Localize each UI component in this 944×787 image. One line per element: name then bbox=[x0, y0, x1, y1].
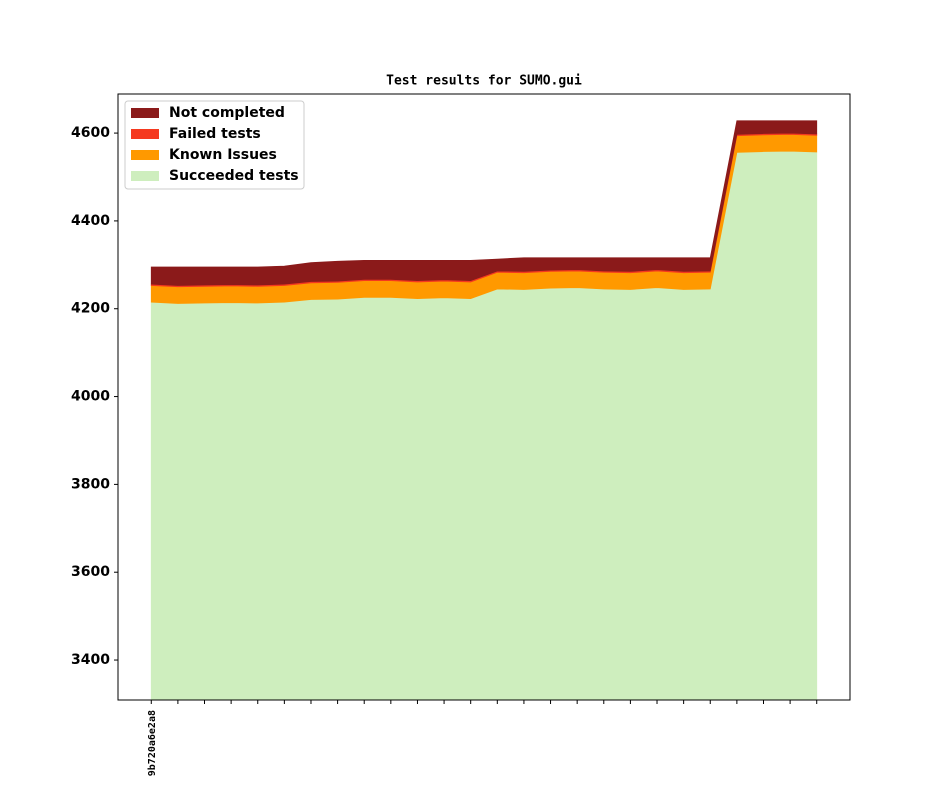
y-tick-label: 3800 bbox=[71, 476, 110, 492]
legend-frame bbox=[124, 100, 305, 190]
legend-label: Succeeded tests bbox=[169, 168, 299, 184]
y-tick-label: 4200 bbox=[71, 301, 110, 317]
legend-label: Not completed bbox=[169, 105, 285, 121]
legend-swatch bbox=[131, 129, 159, 139]
legend-swatch bbox=[131, 171, 159, 181]
legend-label: Known Issues bbox=[169, 147, 277, 163]
y-tick-label: 3600 bbox=[71, 564, 110, 580]
y-tick-label: 4600 bbox=[71, 125, 110, 141]
y-tick-label: 4400 bbox=[71, 213, 110, 229]
y-tick-label: 4000 bbox=[71, 389, 110, 405]
legend-label: Failed tests bbox=[169, 126, 261, 142]
y-tick-label: 3400 bbox=[71, 652, 110, 668]
legend-swatch bbox=[131, 150, 159, 160]
legend: Not completed Failed tests Known Issues Suc… bbox=[124, 100, 305, 190]
chart-title: Test results for SUMO.gui bbox=[386, 74, 582, 89]
area bbox=[150, 120, 818, 286]
x-tick-label: 9b720a6e2a8 bbox=[147, 710, 158, 776]
legend-swatch bbox=[131, 108, 159, 118]
